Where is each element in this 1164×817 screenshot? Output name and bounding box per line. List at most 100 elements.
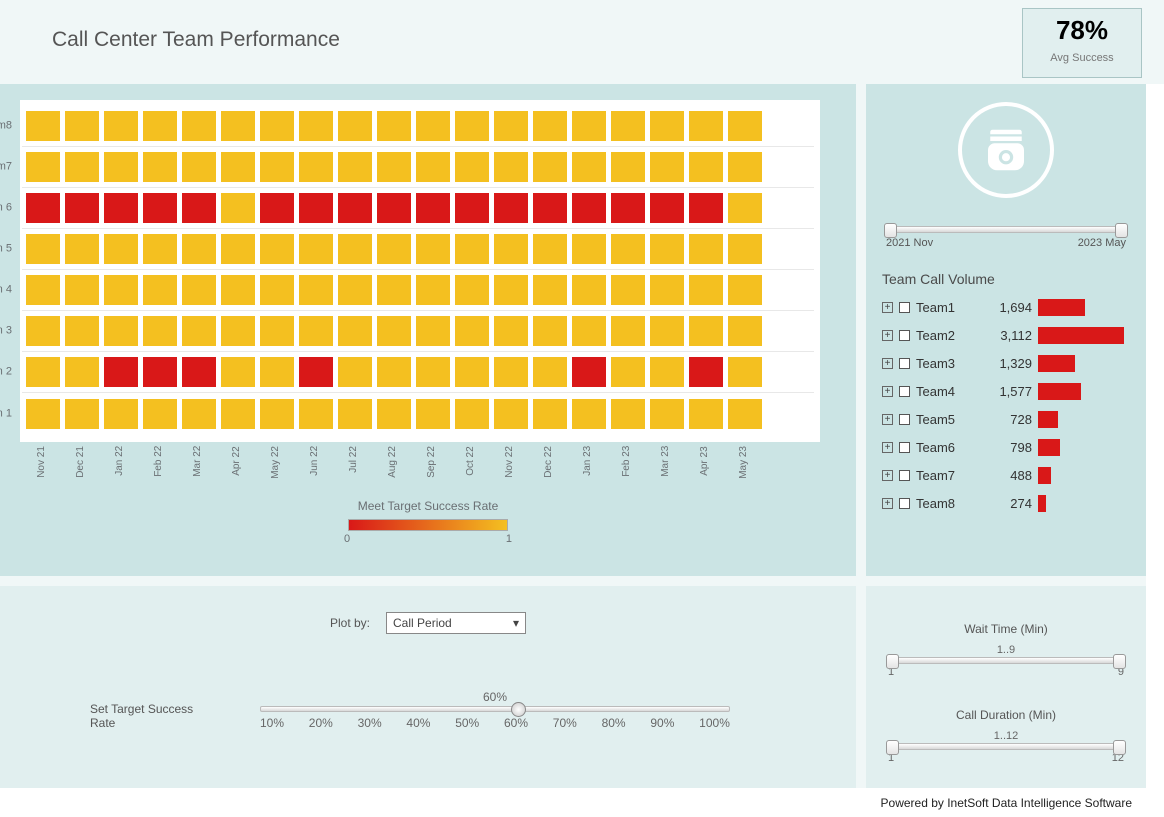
heatmap-cell[interactable] [26,111,60,141]
heatmap-cell[interactable] [611,357,645,387]
heatmap-cell[interactable] [221,111,255,141]
heatmap-cell[interactable] [65,399,99,429]
heatmap-cell[interactable] [728,316,762,346]
heatmap-cell[interactable] [533,193,567,223]
heatmap-cell[interactable] [26,399,60,429]
heatmap-cell[interactable] [611,111,645,141]
heatmap-cell[interactable] [650,152,684,182]
heatmap-cell[interactable] [650,399,684,429]
team-checkbox[interactable] [899,302,910,313]
heatmap-cell[interactable] [728,357,762,387]
heatmap-cell[interactable] [26,193,60,223]
heatmap-cell[interactable] [104,357,138,387]
heatmap-cell[interactable] [572,234,606,264]
expand-icon[interactable]: + [882,442,893,453]
heatmap-cell[interactable] [494,234,528,264]
heatmap-cell[interactable] [65,111,99,141]
heatmap-cell[interactable] [143,152,177,182]
heatmap-cell[interactable] [455,111,489,141]
team-checkbox[interactable] [899,386,910,397]
heatmap-cell[interactable] [260,152,294,182]
heatmap-cell[interactable] [494,275,528,305]
heatmap-cell[interactable] [494,316,528,346]
heatmap-cell[interactable] [416,111,450,141]
heatmap-cell[interactable] [572,193,606,223]
heatmap-cell[interactable] [416,234,450,264]
heatmap-cell[interactable] [494,193,528,223]
heatmap-cell[interactable] [65,316,99,346]
expand-icon[interactable]: + [882,498,893,509]
heatmap-cell[interactable] [377,152,411,182]
heatmap-cell[interactable] [728,275,762,305]
heatmap-cell[interactable] [299,399,333,429]
heatmap-cell[interactable] [650,357,684,387]
heatmap-cell[interactable] [26,234,60,264]
heatmap-cell[interactable] [728,152,762,182]
heatmap-cell[interactable] [260,111,294,141]
heatmap-cell[interactable] [104,399,138,429]
heatmap-cell[interactable] [572,357,606,387]
heatmap-cell[interactable] [104,152,138,182]
heatmap-cell[interactable] [26,316,60,346]
heatmap-cell[interactable] [260,275,294,305]
heatmap-cell[interactable] [377,316,411,346]
heatmap-cell[interactable] [650,275,684,305]
heatmap-cell[interactable] [338,111,372,141]
heatmap-cell[interactable] [455,193,489,223]
heatmap-cell[interactable] [182,357,216,387]
heatmap-cell[interactable] [650,234,684,264]
duration-slider[interactable]: Call Duration (Min) 1..12 1 12 [888,708,1124,764]
heatmap-cell[interactable] [728,111,762,141]
heatmap-cell[interactable] [533,152,567,182]
heatmap-cell[interactable] [221,234,255,264]
heatmap-cell[interactable] [104,111,138,141]
heatmap-cell[interactable] [299,234,333,264]
heatmap-cell[interactable] [182,152,216,182]
heatmap-cell[interactable] [728,234,762,264]
heatmap-cell[interactable] [338,275,372,305]
heatmap-cell[interactable] [299,275,333,305]
wait-handle-right[interactable] [1113,654,1126,669]
heatmap-cell[interactable] [260,399,294,429]
heatmap-cell[interactable] [65,193,99,223]
heatmap-cell[interactable] [533,316,567,346]
heatmap-cell[interactable] [182,193,216,223]
heatmap-cell[interactable] [533,234,567,264]
heatmap-cell[interactable] [416,193,450,223]
heatmap-cell[interactable] [65,357,99,387]
heatmap-cell[interactable] [533,275,567,305]
heatmap-cell[interactable] [26,357,60,387]
heatmap-cell[interactable] [182,399,216,429]
team-checkbox[interactable] [899,414,910,425]
heatmap-cell[interactable] [650,111,684,141]
heatmap-cell[interactable] [377,275,411,305]
plotby-select[interactable]: Call Period ▾ [386,612,526,634]
heatmap-cell[interactable] [611,152,645,182]
heatmap-cell[interactable] [533,357,567,387]
heatmap-cell[interactable] [689,399,723,429]
heatmap-cell[interactable] [104,193,138,223]
heatmap-cell[interactable] [143,316,177,346]
slider-handle-left[interactable] [884,223,897,238]
heatmap-cell[interactable] [338,316,372,346]
heatmap-cell[interactable] [182,316,216,346]
heatmap-cell[interactable] [611,193,645,223]
team-checkbox[interactable] [899,358,910,369]
heatmap-cell[interactable] [455,275,489,305]
expand-icon[interactable]: + [882,414,893,425]
heatmap-cell[interactable] [689,193,723,223]
heatmap-cell[interactable] [533,111,567,141]
heatmap-cell[interactable] [221,399,255,429]
heatmap-cell[interactable] [416,152,450,182]
heatmap-cell[interactable] [143,234,177,264]
heatmap-cell[interactable] [221,357,255,387]
team-checkbox[interactable] [899,498,910,509]
expand-icon[interactable]: + [882,302,893,313]
heatmap-cell[interactable] [728,193,762,223]
heatmap-cell[interactable] [611,234,645,264]
heatmap-cell[interactable] [338,193,372,223]
heatmap-cell[interactable] [494,357,528,387]
heatmap-cell[interactable] [143,275,177,305]
heatmap-cell[interactable] [611,399,645,429]
heatmap-cell[interactable] [65,275,99,305]
